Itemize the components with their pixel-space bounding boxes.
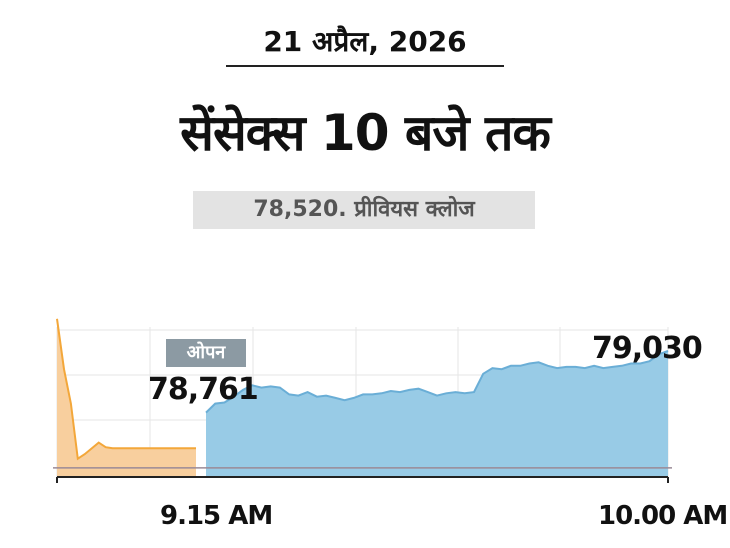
session-line xyxy=(205,349,669,414)
chart-areas xyxy=(56,318,669,477)
chart-title: सेंसेक्स 10 बजे तक xyxy=(180,104,551,162)
pre-open-area xyxy=(57,318,196,477)
chart-axis xyxy=(53,467,672,483)
previous-close-badge: 78,520. प्रीवियस क्लोज xyxy=(193,191,535,229)
pre-open-line xyxy=(56,318,196,461)
open-value-label: 78,761 xyxy=(148,372,259,407)
x-tick-label-end: 10.00 AM xyxy=(598,501,728,531)
session-area xyxy=(206,350,668,477)
date-heading: 21 अप्रैल, 2026 xyxy=(263,25,467,58)
close-value-label: 79,030 xyxy=(592,331,703,366)
x-tick-label-start: 9.15 AM xyxy=(160,501,273,531)
date-underline xyxy=(226,65,504,67)
open-label-badge: ओपन xyxy=(166,339,246,367)
